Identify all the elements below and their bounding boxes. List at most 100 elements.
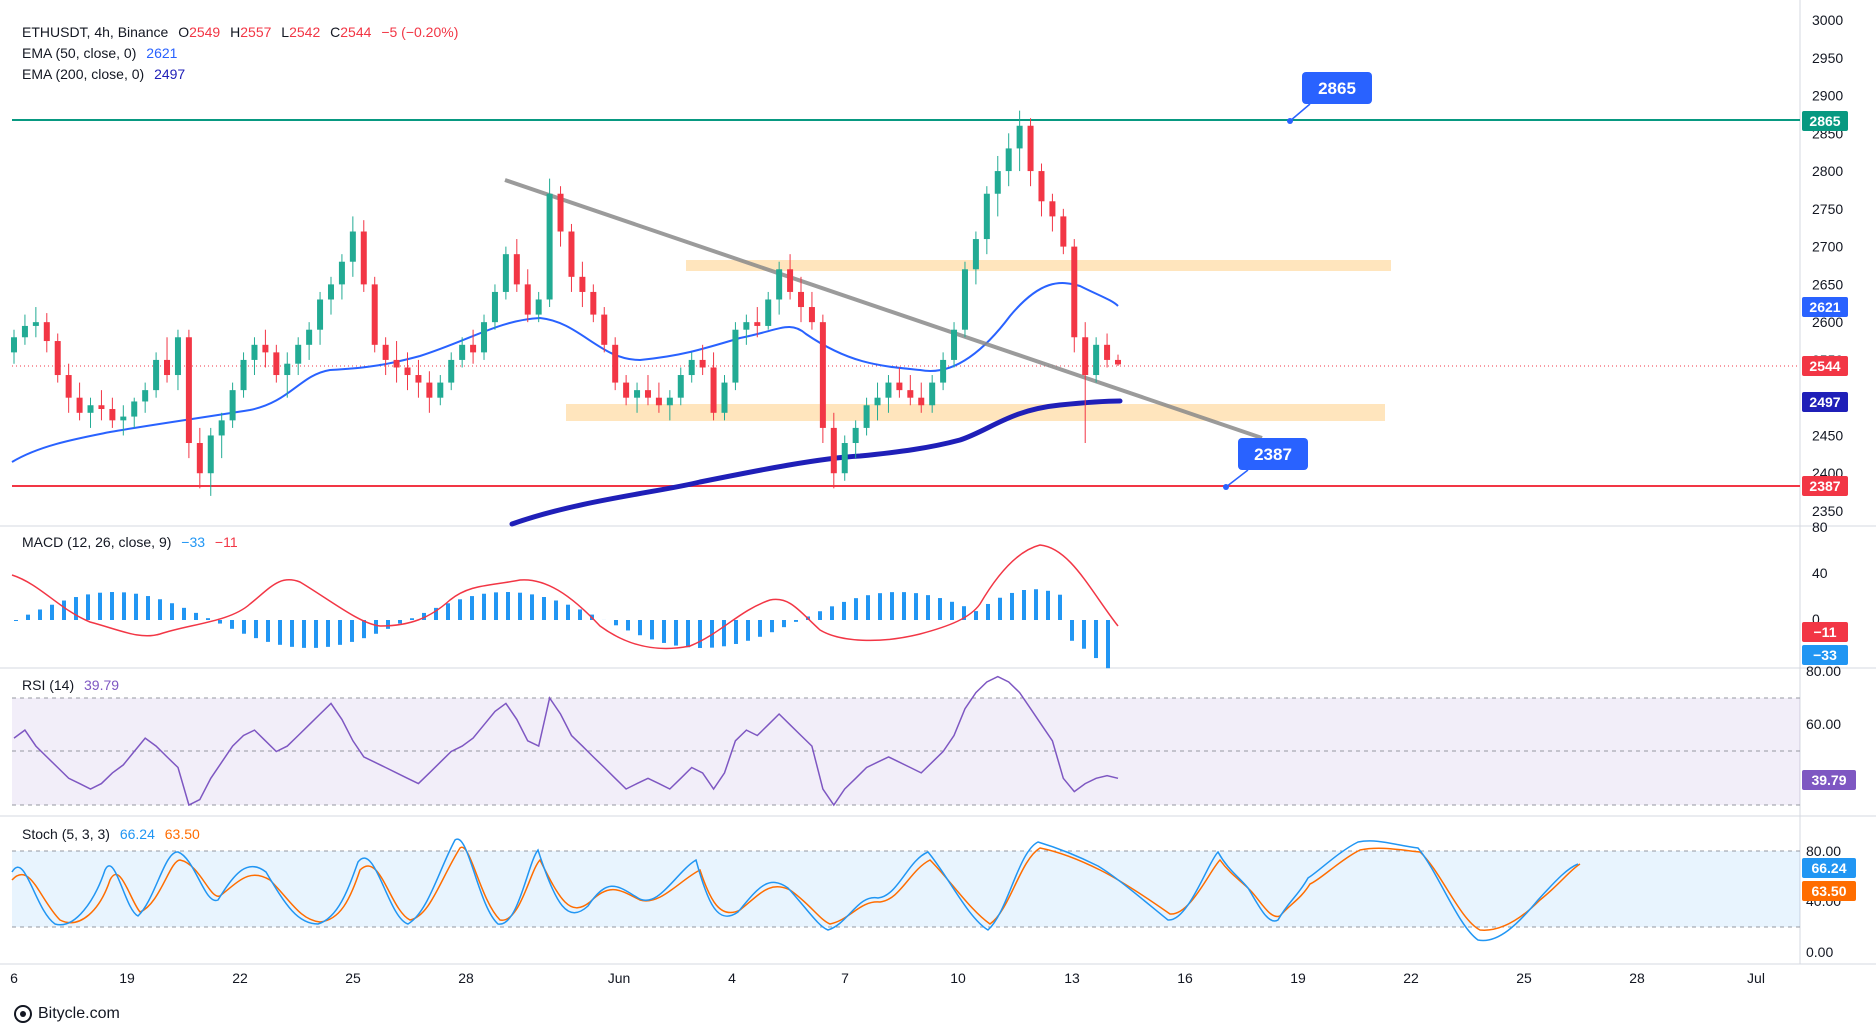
candle-body: [459, 344, 466, 360]
rsi-tick-60: 60.00: [1806, 716, 1841, 732]
time-tick: 25: [345, 970, 361, 986]
descending-trendline[interactable]: [504, 178, 1263, 440]
time-tick: 7: [841, 970, 849, 986]
macd-bar: [506, 592, 510, 620]
macd-bar: [410, 618, 414, 620]
candle-body: [743, 322, 750, 330]
candle-body: [699, 359, 706, 368]
stoch-legend[interactable]: Stoch (5, 3, 3) 66.24 63.50: [22, 826, 206, 842]
macd-legend[interactable]: MACD (12, 26, close, 9) −33 −11: [22, 534, 244, 550]
macd-bar: [662, 620, 666, 643]
candle-body: [65, 375, 72, 398]
candle-body: [940, 359, 947, 383]
macd-bar: [950, 601, 954, 620]
candle-body: [185, 337, 192, 444]
candle-body: [896, 382, 903, 391]
main-legend: ETHUSDT, 4h, Binance O2549 H2557 L2542 C…: [22, 24, 464, 40]
macd-bar: [986, 603, 990, 620]
candle-body: [382, 344, 389, 360]
rsi-legend[interactable]: RSI (14) 39.79: [22, 677, 125, 693]
candle-body: [754, 322, 761, 326]
upper-zone[interactable]: [686, 260, 1391, 271]
rsi-line: [13, 675, 1119, 807]
macd-bar: [362, 620, 366, 639]
macd-bar: [146, 596, 150, 620]
ema200-legend[interactable]: EMA (200, close, 0) 2497: [22, 66, 191, 82]
candle-body: [961, 269, 968, 330]
candle-body: [830, 427, 837, 474]
candle-body: [404, 367, 411, 376]
price-tick: 2750: [1812, 201, 1843, 217]
time-axis[interactable]: 6 19 22 25 28 Jun 4 7 10 13 16 19 22 25 28 Jul: [10, 970, 1765, 986]
badge-resistance: [1802, 111, 1848, 131]
candle-body: [644, 390, 651, 398]
ohlc-close: C2544: [330, 24, 372, 40]
candle-body: [732, 329, 739, 383]
candle-body: [863, 405, 870, 428]
macd-bar: [386, 620, 390, 629]
candle-body: [196, 443, 203, 474]
candle-body: [546, 193, 553, 300]
stoch-badge-k-text: 66.24: [1811, 860, 1846, 876]
price-tick: 2800: [1812, 163, 1843, 179]
candle-body: [1093, 344, 1100, 376]
callout-2387[interactable]: 2387: [1223, 438, 1308, 490]
badge-ema50-text: 2621: [1809, 299, 1840, 315]
symbol-label[interactable]: ETHUSDT, 4h, Binance: [22, 24, 169, 40]
candle-body: [284, 363, 291, 376]
macd-bar: [902, 592, 906, 620]
candle-body: [1038, 171, 1045, 202]
price-tick: 2450: [1812, 427, 1843, 443]
macd-bar: [794, 620, 798, 622]
candle-body: [131, 401, 138, 417]
macd-bar: [230, 620, 234, 629]
ema50-label: EMA (50, close, 0): [22, 45, 137, 61]
time-tick: 22: [232, 970, 248, 986]
price-axis[interactable]: 3000295029002850280027502700265026002550…: [1812, 12, 1843, 519]
macd-bar: [1034, 589, 1038, 620]
candle-body: [765, 299, 772, 326]
macd-bar: [26, 614, 30, 620]
ema200-line: [509, 398, 1123, 527]
badge-last: [1802, 356, 1848, 376]
brand-text: Bitycle.com: [38, 1005, 120, 1022]
candle-body: [317, 299, 324, 330]
macd-bar: [614, 620, 618, 626]
rsi-band: [12, 698, 1800, 805]
candle-body: [590, 291, 597, 315]
candle-body: [1115, 359, 1121, 365]
time-tick: 19: [1290, 970, 1306, 986]
candle-body: [306, 329, 313, 345]
time-tick: 19: [119, 970, 135, 986]
price-tick: 2350: [1812, 503, 1843, 519]
macd-bar: [302, 620, 306, 648]
macd-bar: [962, 606, 966, 620]
macd-bar: [674, 620, 678, 646]
ohlc-change: −5 (−0.20%): [381, 24, 459, 40]
candle-body: [612, 344, 619, 383]
ema50-legend[interactable]: EMA (50, close, 0) 2621: [22, 45, 183, 61]
ohlc-low: L2542: [281, 24, 321, 40]
macd-bar: [782, 620, 786, 628]
candle-body: [535, 299, 542, 315]
macd-bar: [770, 620, 774, 633]
macd-bar: [842, 601, 846, 620]
candles: [11, 110, 1121, 496]
stoch-band: [12, 851, 1800, 927]
macd-bar: [890, 592, 894, 620]
macd-bar: [1058, 594, 1062, 620]
candle-body: [207, 435, 214, 474]
macd-bar: [86, 594, 90, 620]
time-tick: 4: [728, 970, 736, 986]
macd-bar: [638, 620, 642, 636]
macd-bar: [818, 611, 822, 620]
time-tick: 13: [1064, 970, 1080, 986]
macd-bar: [242, 620, 246, 634]
candle-body: [677, 375, 684, 398]
candle-body: [787, 269, 794, 292]
callout-2865[interactable]: 2865: [1287, 72, 1372, 124]
lower-zone[interactable]: [566, 404, 1385, 421]
candle-body: [852, 427, 859, 444]
candle-body: [327, 284, 334, 300]
